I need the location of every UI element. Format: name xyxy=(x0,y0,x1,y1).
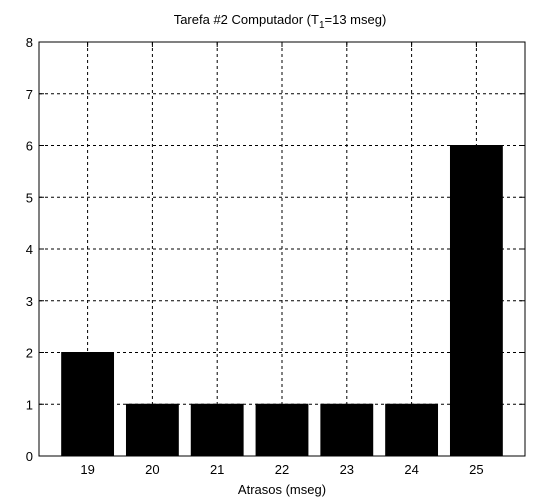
y-tick-labels: 0 1 2 3 4 5 6 7 8 xyxy=(26,35,33,464)
bar xyxy=(190,403,244,457)
y-tick-label: 1 xyxy=(26,397,33,412)
chart-title-prefix: Tarefa #2 Computador (T xyxy=(174,12,319,27)
bar xyxy=(125,403,179,457)
y-tick-label: 8 xyxy=(26,35,33,50)
x-tick-label: 25 xyxy=(469,462,483,477)
chart-title-suffix: =13 mseg) xyxy=(325,12,387,27)
x-tick-label: 22 xyxy=(275,462,289,477)
bar xyxy=(255,403,309,457)
bar xyxy=(449,145,503,457)
y-tick-label: 2 xyxy=(26,346,33,361)
x-tick-label: 19 xyxy=(80,462,94,477)
x-tick-labels: 19 20 21 22 23 24 25 xyxy=(80,462,483,477)
x-axis-label: Atrasos (mseg) xyxy=(238,482,326,497)
y-tick-label: 7 xyxy=(26,87,33,102)
x-tick-label: 23 xyxy=(340,462,354,477)
x-tick-label: 20 xyxy=(145,462,159,477)
bar xyxy=(320,403,374,457)
bar xyxy=(385,403,439,457)
y-tick-label: 3 xyxy=(26,294,33,309)
y-tick-label: 0 xyxy=(26,449,33,464)
y-tick-label: 5 xyxy=(26,190,33,205)
bars xyxy=(61,145,503,457)
x-tick-label: 21 xyxy=(210,462,224,477)
bar xyxy=(61,352,115,457)
chart-title: Tarefa #2 Computador (T1=13 mseg) xyxy=(174,12,387,31)
y-tick-label: 4 xyxy=(26,242,33,257)
chart-title-subscript: 1 xyxy=(319,20,325,31)
y-tick-label: 6 xyxy=(26,139,33,154)
x-tick-label: 24 xyxy=(404,462,418,477)
ticks xyxy=(39,41,525,457)
